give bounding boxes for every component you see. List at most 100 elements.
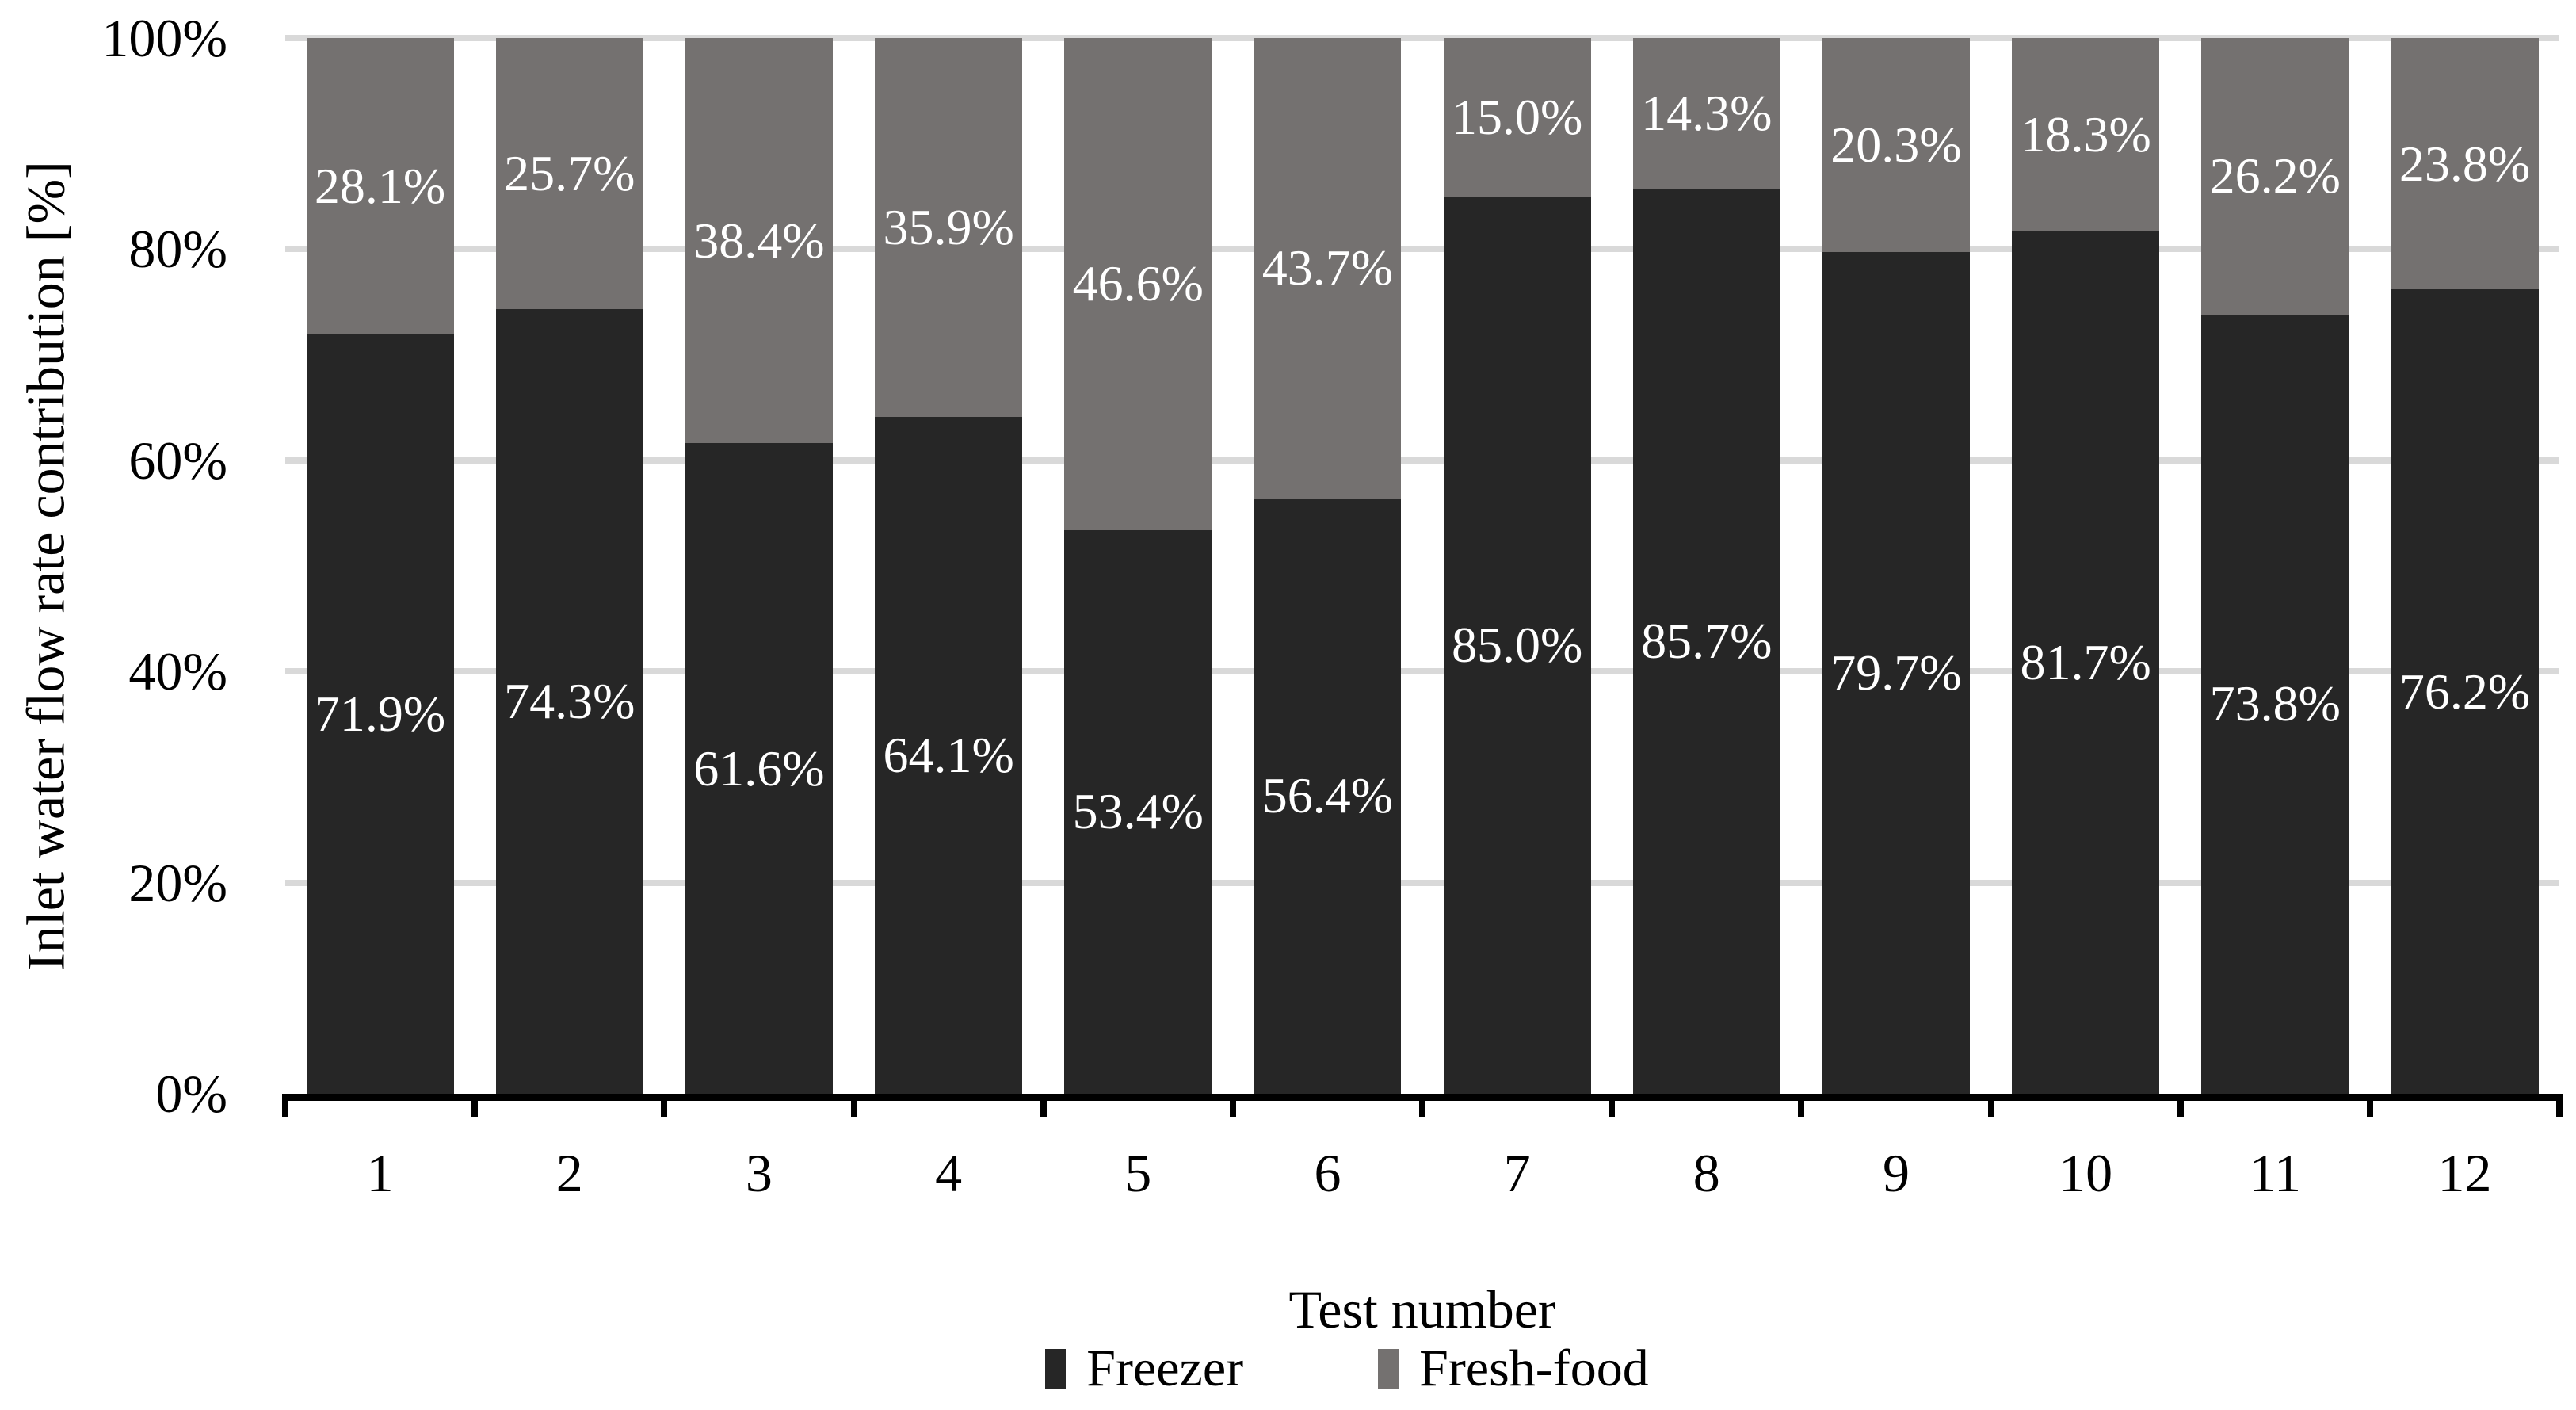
x-axis-tick-mark <box>2556 1094 2563 1117</box>
data-label-fresh-food-test-6: 43.7% <box>1261 239 1394 296</box>
gridline-40 <box>285 668 2559 675</box>
legend-label-freezer: Freezer <box>1086 1339 1244 1397</box>
bar-slot-test-7: 15.0% 85.0% <box>1422 38 1612 1094</box>
data-label-freezer-test-11: 73.8% <box>2209 675 2341 732</box>
stacked-bar-test-5: 46.6% 53.4% <box>1064 38 1212 1094</box>
stacked-bar-test-9: 20.3% 79.7% <box>1822 38 1970 1094</box>
segment-freezer-test-8: 85.7% <box>1632 189 1780 1094</box>
data-label-freezer-test-5: 53.4% <box>1072 783 1204 840</box>
segment-freezer-test-7: 85.0% <box>1443 196 1591 1094</box>
x-axis-tick-mark <box>2177 1094 2184 1117</box>
segment-fresh-food-test-1: 28.1% <box>306 38 454 335</box>
data-label-freezer-test-9: 79.7% <box>1830 644 1962 701</box>
gridline-80 <box>285 246 2559 253</box>
stacked-bar-test-1: 28.1% 71.9% <box>306 38 454 1094</box>
stacked-bar-test-11: 26.2% 73.8% <box>2201 38 2349 1094</box>
y-tick-label-0: 0% <box>155 1064 227 1124</box>
x-axis-tick-mark <box>282 1094 288 1117</box>
stacked-bar-test-7: 15.0% 85.0% <box>1443 38 1591 1094</box>
x-axis-tick-mark <box>1609 1094 1616 1117</box>
stacked-bar-test-2: 25.7% 74.3% <box>495 38 643 1094</box>
data-label-fresh-food-test-7: 15.0% <box>1451 88 1583 145</box>
x-axis-tick-mark <box>471 1094 479 1117</box>
segment-fresh-food-test-9: 20.3% <box>1822 38 1970 253</box>
data-label-fresh-food-test-12: 23.8% <box>2399 135 2531 192</box>
data-label-fresh-food-test-1: 28.1% <box>314 158 446 215</box>
data-label-freezer-test-8: 85.7% <box>1641 613 1773 670</box>
bar-slot-test-9: 20.3% 79.7% <box>1801 38 1990 1094</box>
segment-fresh-food-test-11: 26.2% <box>2201 38 2349 315</box>
legend-item-fresh-food: Fresh-food <box>1378 1343 1649 1395</box>
bar-slot-test-10: 18.3% 81.7% <box>1991 38 2181 1094</box>
y-axis-tick-labels: 0% 20% 40% 60% 80% 100% <box>0 11 227 1121</box>
data-label-freezer-test-2: 74.3% <box>504 673 635 730</box>
x-axis-tick-mark <box>1798 1094 1805 1117</box>
segment-freezer-test-3: 61.6% <box>685 443 833 1094</box>
segment-freezer-test-1: 71.9% <box>306 334 454 1094</box>
bar-slot-test-2: 25.7% 74.3% <box>475 38 664 1094</box>
data-label-fresh-food-test-2: 25.7% <box>504 145 635 202</box>
data-label-fresh-food-test-5: 46.6% <box>1072 255 1204 312</box>
segment-fresh-food-test-12: 23.8% <box>2391 38 2539 290</box>
bar-slot-test-12: 23.8% 76.2% <box>2370 38 2559 1094</box>
stacked-bar-test-3: 38.4% 61.6% <box>685 38 833 1094</box>
x-tick-label-7: 7 <box>1503 1143 1531 1203</box>
gridline-100 <box>285 35 2559 41</box>
segment-freezer-test-4: 64.1% <box>875 417 1023 1094</box>
bar-slot-test-5: 46.6% 53.4% <box>1044 38 1233 1094</box>
segment-fresh-food-test-5: 46.6% <box>1064 38 1212 530</box>
segment-fresh-food-test-6: 43.7% <box>1254 38 1402 499</box>
x-tick-label-4: 4 <box>935 1143 963 1203</box>
data-label-fresh-food-test-3: 38.4% <box>693 212 825 269</box>
data-label-fresh-food-test-8: 14.3% <box>1641 85 1773 142</box>
gridline-60 <box>285 457 2559 464</box>
data-label-freezer-test-10: 81.7% <box>2020 633 2151 690</box>
legend-item-freezer: Freezer <box>1045 1343 1243 1395</box>
plot-area: 28.1% 71.9% 25.7% 74.3% 38.4% 61.6% 35.9% 64.1%… <box>282 35 2563 1117</box>
bar-slot-test-3: 38.4% 61.6% <box>664 38 853 1094</box>
data-label-fresh-food-test-4: 35.9% <box>883 199 1014 256</box>
x-tick-label-3: 3 <box>745 1143 773 1203</box>
segment-freezer-test-10: 81.7% <box>2012 231 2160 1094</box>
segment-freezer-test-5: 53.4% <box>1064 529 1212 1094</box>
bar-slot-test-6: 43.7% 56.4% <box>1233 38 1422 1094</box>
legend-label-fresh-food: Fresh-food <box>1419 1339 1649 1397</box>
segment-freezer-test-6: 56.4% <box>1254 498 1402 1094</box>
data-label-fresh-food-test-10: 18.3% <box>2020 105 2151 162</box>
data-label-freezer-test-6: 56.4% <box>1261 767 1394 824</box>
x-axis-tick-mark <box>1419 1094 1425 1117</box>
x-axis-tick-mark <box>850 1094 857 1117</box>
legend-swatch-fresh-food <box>1378 1349 1399 1389</box>
data-label-freezer-test-3: 61.6% <box>693 739 825 797</box>
stacked-bar-test-4: 35.9% 64.1% <box>875 38 1023 1094</box>
legend: Freezer Fresh-food <box>238 1338 2456 1400</box>
x-tick-label-6: 6 <box>1314 1143 1341 1203</box>
x-axis-tick-labels: 1 2 3 4 5 6 7 8 9 10 11 12 <box>285 1129 2559 1217</box>
gridline-20 <box>285 879 2559 886</box>
data-label-freezer-test-1: 71.9% <box>314 686 446 743</box>
x-tick-label-9: 9 <box>1882 1143 1910 1203</box>
x-tick-label-12: 12 <box>2437 1143 2492 1203</box>
bars-container: 28.1% 71.9% 25.7% 74.3% 38.4% 61.6% 35.9% 64.1%… <box>285 38 2559 1094</box>
x-tick-label-8: 8 <box>1693 1143 1720 1203</box>
y-tick-label-80: 80% <box>128 219 227 280</box>
data-label-freezer-test-4: 64.1% <box>883 727 1014 784</box>
data-label-fresh-food-test-11: 26.2% <box>2209 147 2341 204</box>
data-label-freezer-test-7: 85.0% <box>1451 616 1583 673</box>
data-label-freezer-test-12: 76.2% <box>2399 663 2531 720</box>
segment-freezer-test-12: 76.2% <box>2391 289 2539 1094</box>
bar-slot-test-11: 26.2% 73.8% <box>2181 38 2370 1094</box>
x-axis-tick-mark <box>661 1094 668 1117</box>
bar-slot-test-1: 28.1% 71.9% <box>285 38 475 1094</box>
segment-fresh-food-test-4: 35.9% <box>875 38 1023 418</box>
y-tick-label-20: 20% <box>128 852 227 913</box>
segment-fresh-food-test-10: 18.3% <box>2012 38 2160 231</box>
x-tick-label-5: 5 <box>1124 1143 1152 1203</box>
bar-slot-test-8: 14.3% 85.7% <box>1612 38 1801 1094</box>
segment-freezer-test-2: 74.3% <box>495 309 643 1094</box>
segment-freezer-test-9: 79.7% <box>1822 252 1970 1094</box>
x-axis-tick-mark <box>1229 1094 1236 1117</box>
stacked-bar-test-10: 18.3% 81.7% <box>2012 38 2160 1094</box>
x-axis-title: Test number <box>1288 1279 1556 1339</box>
